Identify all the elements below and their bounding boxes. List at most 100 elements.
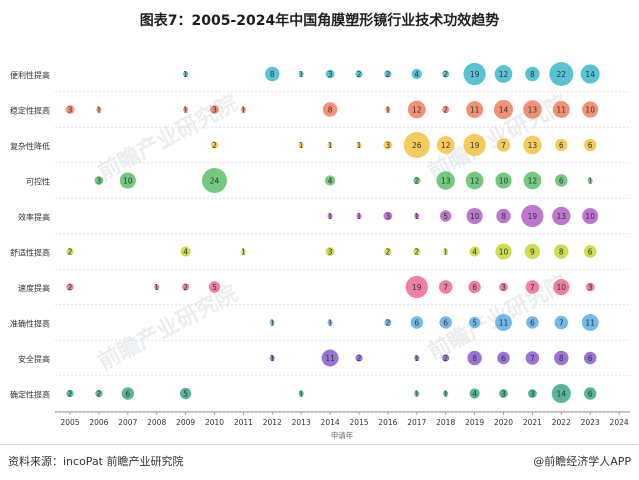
bubble xyxy=(356,142,362,148)
bubble xyxy=(463,133,486,157)
row-label: 安全提高 xyxy=(18,354,50,364)
bubble-value-label: 3 xyxy=(530,390,535,399)
bubble-value-label: 5 xyxy=(183,390,188,399)
bubble xyxy=(325,69,335,79)
bubble xyxy=(66,247,74,256)
bubble xyxy=(384,70,392,78)
bubble xyxy=(322,102,338,117)
bubble-value-label: 12 xyxy=(499,70,509,79)
bubble xyxy=(298,390,304,397)
bubble xyxy=(527,389,537,398)
bubble-value-label: 12 xyxy=(441,141,451,150)
bubble xyxy=(525,280,540,294)
bubble xyxy=(413,247,421,256)
bubble xyxy=(240,248,246,255)
bubble xyxy=(384,318,392,327)
bubble-value-label: 8 xyxy=(328,106,333,115)
bubble-value-label: 10 xyxy=(499,177,509,186)
bubble-value-label: 2 xyxy=(68,390,73,399)
bubble-value-label: 4 xyxy=(472,248,477,257)
x-tick-label: 2021 xyxy=(523,418,542,427)
bubble xyxy=(495,172,512,189)
bubble xyxy=(355,70,363,78)
bubble-value-label: 6 xyxy=(588,141,593,150)
bubble-value-label: 6 xyxy=(559,177,564,186)
bubble xyxy=(436,171,455,190)
x-tick-label: 2020 xyxy=(494,418,513,427)
x-tick-label: 2019 xyxy=(465,418,484,427)
bubble xyxy=(469,246,480,257)
bubble-value-label: 14 xyxy=(585,70,595,79)
bubble-value-label: 2 xyxy=(357,354,362,363)
bubble-value-label: 1 xyxy=(183,70,188,79)
bubble xyxy=(442,70,450,78)
bubble-value-label: 6 xyxy=(559,141,564,150)
bubble xyxy=(523,135,542,155)
bubble xyxy=(468,280,481,294)
bubble xyxy=(181,283,190,291)
bubble-value-label: 4 xyxy=(328,177,333,186)
bubble-value-label: 1 xyxy=(328,319,333,328)
bubble-value-label: 3 xyxy=(386,141,391,150)
bubble xyxy=(96,106,102,113)
bubble-value-label: 3 xyxy=(97,177,102,186)
bubble-value-label: 13 xyxy=(528,106,538,115)
bubble xyxy=(325,247,335,256)
chart-title: 图表7：2005-2024年中国角膜塑形镜行业技术功效趋势 xyxy=(139,13,500,29)
bubble xyxy=(552,101,570,118)
bubble xyxy=(583,387,597,400)
bubble xyxy=(442,105,450,114)
bubble-value-label: 7 xyxy=(530,283,535,292)
bubble-value-label: 3 xyxy=(68,106,73,115)
row-label: 舒适性提高 xyxy=(10,248,50,258)
x-axis-title: 申请年 xyxy=(331,430,354,440)
bubble xyxy=(499,389,508,398)
bubble xyxy=(551,383,571,404)
bubble-value-label: 1 xyxy=(588,177,593,186)
x-tick-label: 2018 xyxy=(436,418,455,427)
x-tick-label: 2010 xyxy=(205,418,224,427)
bubble xyxy=(494,65,513,83)
x-tick-label: 2014 xyxy=(321,418,340,427)
bubble xyxy=(210,141,219,149)
bubble-value-label: 14 xyxy=(557,390,567,399)
bubble xyxy=(554,244,569,259)
bubble xyxy=(583,138,597,152)
x-tick-label: 2023 xyxy=(581,418,600,427)
bubble-value-label: 8 xyxy=(559,248,564,257)
bubble-value-label: 2 xyxy=(357,70,362,79)
bubble xyxy=(356,213,362,219)
bubble-value-label: 3 xyxy=(212,106,217,115)
bubble xyxy=(499,282,508,292)
bubble-value-label: 1 xyxy=(241,248,246,257)
bubble-value-label: 19 xyxy=(528,212,538,221)
bubble-value-label: 12 xyxy=(412,106,422,115)
bubble xyxy=(298,142,304,148)
bubble xyxy=(240,106,246,113)
bubble-value-label: 2 xyxy=(443,70,448,79)
bubble-value-label: 1 xyxy=(183,106,188,115)
bubble-value-label: 6 xyxy=(501,354,506,363)
bubble xyxy=(495,243,512,260)
x-tick-label: 2016 xyxy=(378,418,397,427)
bubble xyxy=(414,213,420,219)
x-tick-label: 2022 xyxy=(552,418,571,427)
bubble xyxy=(583,245,597,258)
bubble-value-label: 1 xyxy=(414,354,419,363)
bubble-value-label: 3 xyxy=(328,70,333,79)
bubble xyxy=(496,208,511,224)
bubble xyxy=(94,176,104,185)
bubble-value-label: 13 xyxy=(557,212,567,221)
bubble xyxy=(405,275,428,299)
bubble xyxy=(384,247,392,256)
bubble-value-label: 2 xyxy=(386,248,391,257)
bubble xyxy=(554,315,569,330)
bubble-value-label: 4 xyxy=(414,70,419,79)
bubble-value-label: 3 xyxy=(588,283,593,292)
bubble-value-label: 14 xyxy=(499,106,509,115)
bubble-value-label: 1 xyxy=(328,212,333,221)
bubble-value-label: 1 xyxy=(270,354,275,363)
bubble-value-label: 8 xyxy=(559,354,564,363)
x-tick-label: 2011 xyxy=(234,418,253,427)
bubble xyxy=(497,351,510,365)
